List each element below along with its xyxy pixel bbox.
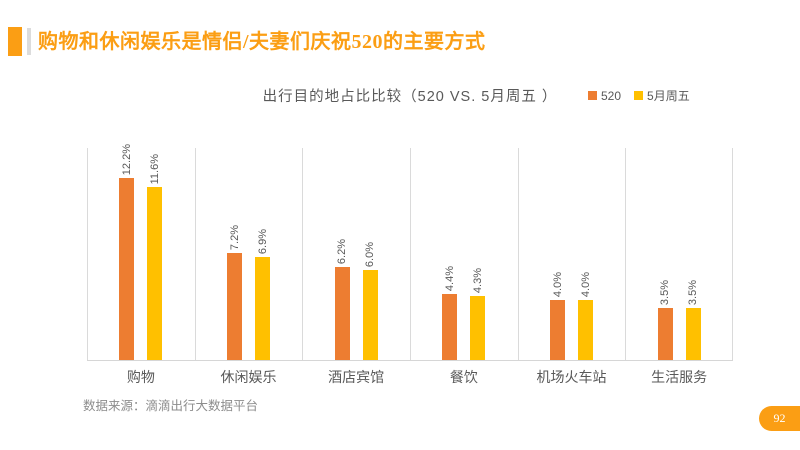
legend-item-friday: 5月周五	[634, 87, 690, 104]
gridline	[732, 148, 733, 360]
legend-swatch-520	[588, 91, 597, 100]
bar-520-机场火车站	[550, 300, 565, 360]
bar-value-label-5月周五-购物: 11.6%	[148, 153, 161, 184]
legend-item-520: 520	[588, 89, 621, 103]
bar-520-休闲娱乐	[227, 253, 242, 360]
bar-value-label-520-生活服务: 3.5%	[659, 279, 672, 305]
bar-5月周五-生活服务	[685, 308, 701, 360]
bar-value-label-520-酒店宾馆: 6.2%	[336, 238, 349, 264]
bar-5月周五-机场火车站	[578, 300, 593, 360]
bar-value-label-520-餐饮: 4.4%	[443, 265, 456, 291]
bar-5月周五-酒店宾馆	[362, 270, 378, 360]
bar-520-酒店宾馆	[334, 267, 350, 360]
bar-value-label-5月周五-休闲娱乐: 6.9%	[256, 228, 269, 254]
chart-title: 出行目的地占比比较（520 VS. 5月周五 ）	[262, 89, 558, 105]
bar-520-购物	[119, 178, 135, 360]
page-title: 购物和休闲娱乐是情侣/夫妻们庆祝520的主要方式	[38, 31, 486, 53]
legend-label-friday: 5月周五	[647, 89, 690, 103]
bar-5月周五-休闲娱乐	[255, 257, 270, 360]
bar-value-label-5月周五-生活服务: 3.5%	[687, 279, 700, 305]
category-label-休闲娱乐: 休闲娱乐	[220, 369, 277, 385]
gridline	[518, 148, 519, 360]
legend-swatch-friday	[634, 91, 644, 100]
bar-5月周五-餐饮	[470, 296, 486, 360]
bar-520-餐饮	[442, 294, 458, 360]
category-label-购物: 购物	[126, 369, 155, 385]
category-label-生活服务: 生活服务	[651, 369, 708, 385]
gridline	[410, 148, 411, 360]
title-accent-divider	[27, 28, 31, 55]
gridline	[87, 148, 88, 360]
gridline	[302, 148, 303, 360]
data-source-note: 数据来源：滴滴出行大数据平台	[83, 399, 259, 413]
category-label-餐饮: 餐饮	[449, 369, 478, 385]
bar-5月周五-购物	[147, 187, 163, 360]
bar-value-label-520-购物: 12.2%	[120, 143, 133, 175]
category-label-酒店宾馆: 酒店宾馆	[328, 369, 385, 385]
bar-value-label-5月周五-机场火车站: 4.0%	[579, 271, 592, 297]
bar-520-生活服务	[657, 308, 673, 360]
gridline	[195, 148, 196, 360]
title-accent-bar	[8, 27, 22, 56]
gridline	[625, 148, 626, 360]
chart-legend: 520 5月周五	[584, 87, 690, 104]
category-label-机场火车站: 机场火车站	[536, 369, 607, 385]
bar-value-label-5月周五-餐饮: 4.3%	[471, 267, 484, 293]
bar-value-label-520-休闲娱乐: 7.2%	[228, 224, 241, 250]
page-number-badge: 92	[759, 406, 800, 431]
legend-label-520: 520	[601, 88, 622, 103]
bar-chart-plot: 12.2% 11.6% 购物 7.2% 6.9% 休闲娱乐 6.2% 6.0% 酒店宾馆 4.4%…	[87, 144, 733, 385]
bar-value-label-5月周五-酒店宾馆: 6.0%	[364, 241, 377, 267]
bar-value-label-520-机场火车站: 4.0%	[551, 271, 564, 297]
